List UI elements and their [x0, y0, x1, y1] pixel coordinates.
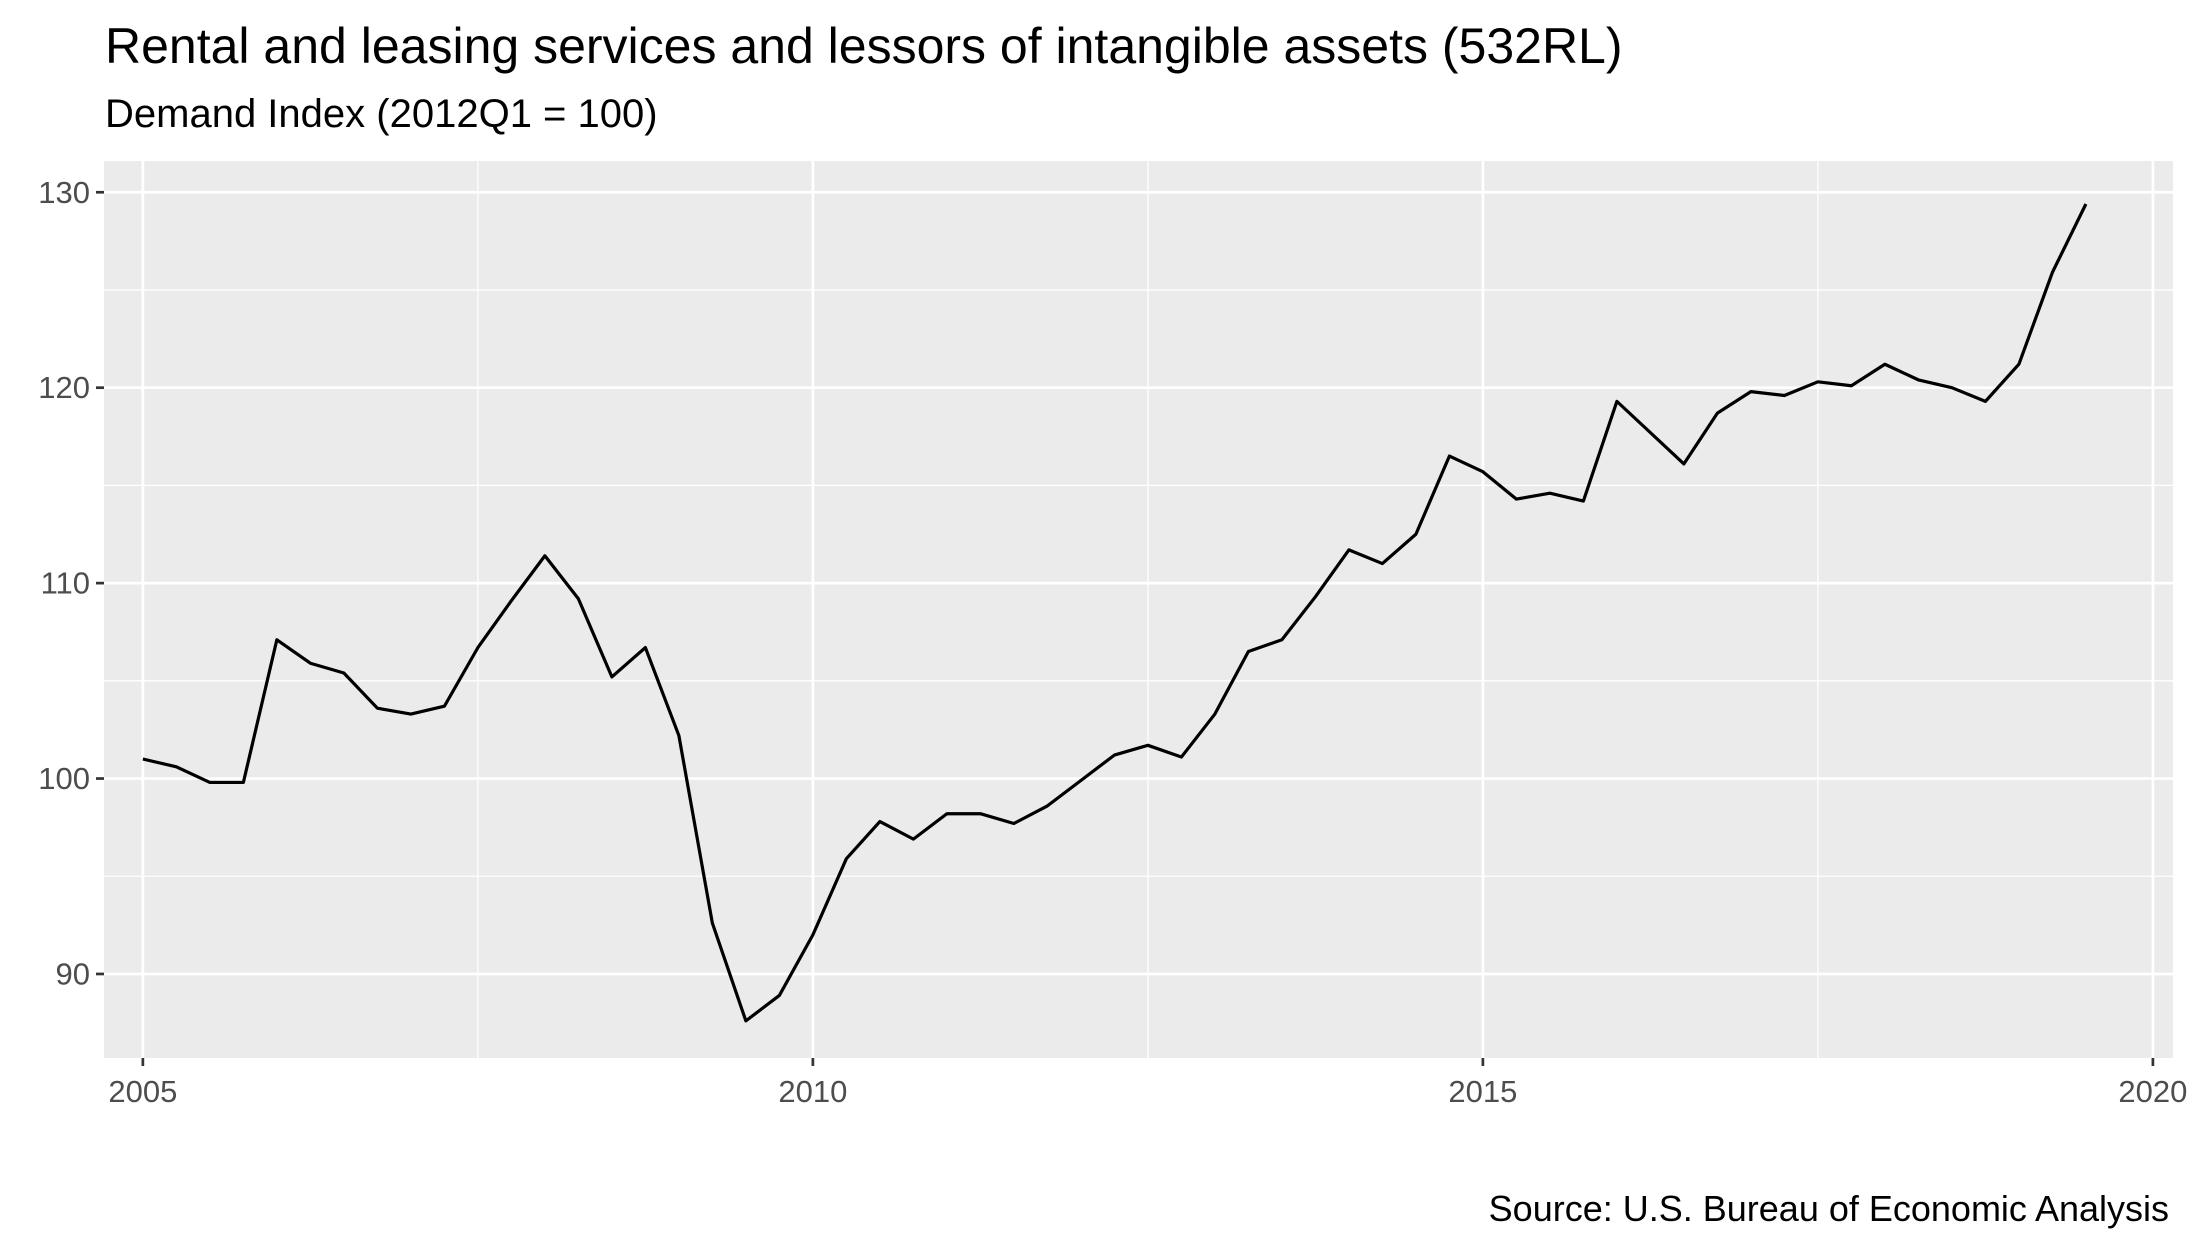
major-gridlines — [104, 161, 2173, 1058]
x-axis: 2005 2010 2015 2020 — [108, 1058, 2187, 1109]
chart-title: Rental and leasing services and lessors … — [105, 18, 1623, 74]
x-tick-label: 2015 — [1448, 1074, 1517, 1109]
minor-gridlines — [104, 161, 2173, 1058]
series-line — [142, 203, 2088, 1023]
plot-panel — [104, 161, 2173, 1058]
x-tick-label: 2010 — [778, 1074, 847, 1109]
y-axis: 90 100 110 120 130 — [38, 175, 104, 991]
x-tick-label: 2005 — [108, 1074, 177, 1109]
x-tick-label: 2020 — [2118, 1074, 2187, 1109]
y-tick-label: 130 — [38, 175, 90, 210]
series-layer — [142, 203, 2088, 1023]
y-tick-label: 120 — [38, 370, 90, 405]
y-tick-label: 110 — [41, 566, 90, 601]
chart-source-caption: Source: U.S. Bureau of Economic Analysis — [1488, 1188, 2169, 1229]
y-tick-label: 90 — [56, 956, 90, 991]
y-tick-label: 100 — [38, 761, 90, 796]
chart-subtitle: Demand Index (2012Q1 = 100) — [105, 92, 658, 136]
